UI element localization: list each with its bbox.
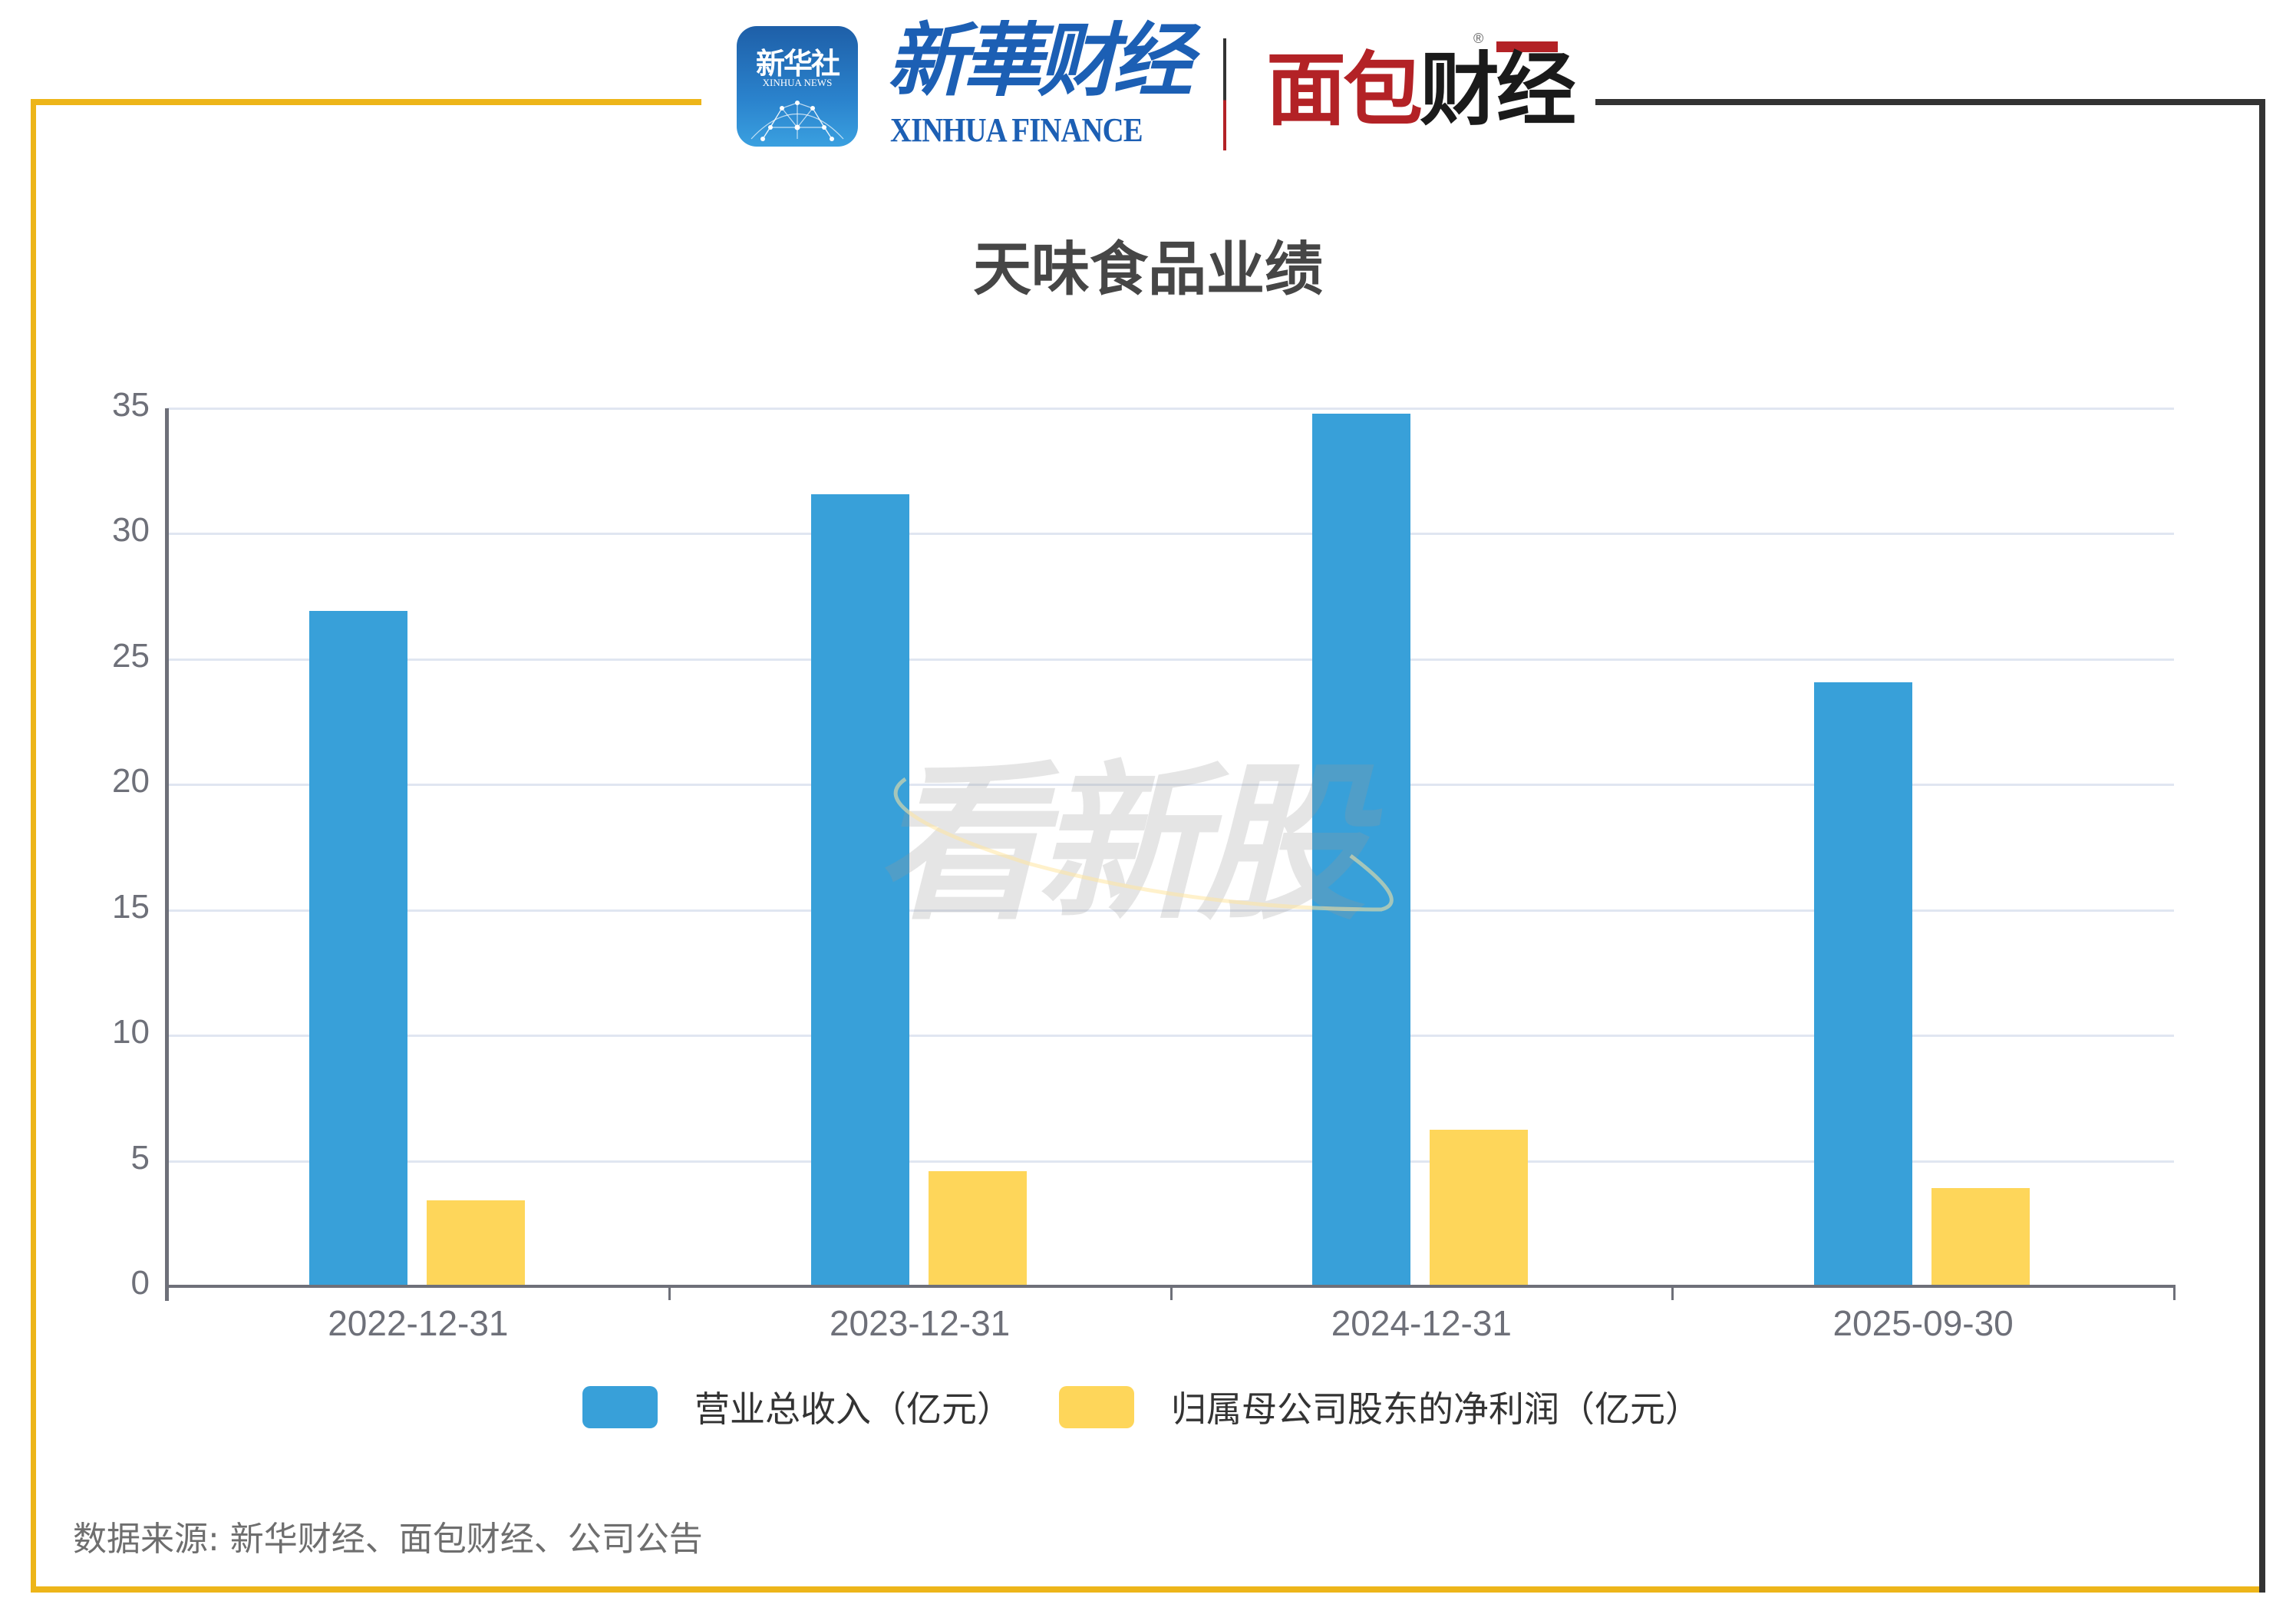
y-tick-label: 30 xyxy=(112,511,150,550)
y-tick-label: 25 xyxy=(112,636,150,675)
xinhua-news-logo-cn: 新华社 xyxy=(755,47,840,81)
bar-revenue[interactable] xyxy=(1312,413,1411,1286)
source-note: 数据来源: 新华财经、面包财经、公司公告 xyxy=(73,1520,703,1559)
y-tick-label: 0 xyxy=(130,1264,150,1302)
frame-right-border xyxy=(2259,99,2265,1593)
x-tick-label: 2025-09-30 xyxy=(1833,1303,2014,1343)
x-tick-label: 2024-12-31 xyxy=(1331,1303,1513,1343)
xinhua-news-logo-icon: 新华社 XINHUA NEWS xyxy=(737,26,858,147)
y-tick-label: 15 xyxy=(112,887,150,926)
bar-revenue[interactable] xyxy=(810,494,909,1286)
mianbao-logo-part2: 财经 xyxy=(1420,43,1576,137)
bar-net-profit[interactable] xyxy=(426,1200,525,1286)
frame-bottom-border xyxy=(31,1586,2265,1593)
xinhua-news-logo-en: XINHUA NEWS xyxy=(762,77,833,88)
chart-legend: 营业总收入（亿元） 归属母公司股东的净利润（亿元） xyxy=(0,1385,2296,1431)
xinhua-finance-logo-en: XINHUA FINANCE xyxy=(890,111,1143,149)
bars-container xyxy=(167,408,2174,1286)
x-tick xyxy=(167,1285,169,1300)
legend-item-revenue[interactable]: 营业总收入（亿元） xyxy=(582,1385,1012,1430)
mianbao-finance-logo: ® 面包财经 xyxy=(1266,31,1576,133)
gridline xyxy=(167,1035,2174,1038)
y-axis-line xyxy=(165,408,169,1301)
legend-swatch-profit xyxy=(1059,1385,1134,1428)
mianbao-logo-accent xyxy=(1496,41,1558,52)
legend-label-revenue: 营业总收入（亿元） xyxy=(694,1388,1012,1430)
legend-swatch-revenue xyxy=(582,1385,658,1428)
y-tick-label: 5 xyxy=(130,1138,150,1177)
plot-area: 0 5 10 15 20 25 30 35 2022-12-31 2023-12-31 2024-… xyxy=(112,388,2176,1342)
x-tick-label: 2023-12-31 xyxy=(829,1303,1011,1343)
gridline xyxy=(167,658,2174,661)
frame-top-right-border xyxy=(1595,99,2265,105)
y-tick-label: 20 xyxy=(112,762,150,800)
frame-left-border xyxy=(31,99,36,1592)
gridline xyxy=(167,1160,2174,1163)
y-tick-label: 35 xyxy=(112,386,150,424)
x-tick xyxy=(2173,1285,2176,1300)
bar-net-profit[interactable] xyxy=(1430,1129,1529,1286)
bar-revenue[interactable] xyxy=(308,610,407,1286)
x-tick xyxy=(1671,1285,1674,1300)
mianbao-logo-part1: 面包 xyxy=(1266,43,1423,137)
x-tick xyxy=(668,1285,671,1300)
gridline xyxy=(167,408,2174,410)
bar-net-profit[interactable] xyxy=(1931,1187,2030,1286)
frame-top-left-border xyxy=(31,99,701,105)
xinhua-finance-logo-cn: 新華财经 xyxy=(887,13,1193,107)
legend-label-profit: 归属母公司股东的净利润（亿元） xyxy=(1171,1388,1701,1430)
bar-revenue[interactable] xyxy=(1814,682,1913,1286)
chart-title: 天味食品业绩 xyxy=(973,235,1323,303)
x-tick-label: 2022-12-31 xyxy=(328,1303,509,1343)
registered-mark: ® xyxy=(1473,31,1484,46)
y-tick-label: 10 xyxy=(112,1013,150,1051)
logo-divider xyxy=(1223,38,1226,150)
network-globe-icon xyxy=(750,101,844,141)
legend-item-profit[interactable]: 归属母公司股东的净利润（亿元） xyxy=(1059,1385,1701,1430)
gridline xyxy=(167,533,2174,536)
x-tick xyxy=(1169,1285,1173,1300)
bar-net-profit[interactable] xyxy=(928,1170,1027,1286)
